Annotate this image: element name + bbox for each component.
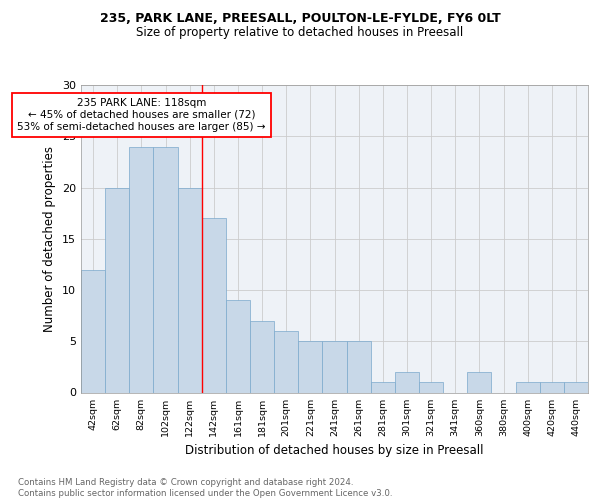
Bar <box>226 300 250 392</box>
Text: 235, PARK LANE, PREESALL, POULTON-LE-FYLDE, FY6 0LT: 235, PARK LANE, PREESALL, POULTON-LE-FYL… <box>100 12 500 24</box>
Bar <box>105 188 129 392</box>
Bar <box>564 382 588 392</box>
Bar <box>371 382 395 392</box>
Bar <box>250 321 274 392</box>
Bar <box>154 146 178 392</box>
Bar <box>395 372 419 392</box>
Bar <box>515 382 540 392</box>
X-axis label: Distribution of detached houses by size in Preesall: Distribution of detached houses by size … <box>185 444 484 457</box>
Bar <box>347 341 371 392</box>
Bar <box>178 188 202 392</box>
Bar <box>274 331 298 392</box>
Bar <box>81 270 105 392</box>
Bar <box>298 341 322 392</box>
Bar <box>467 372 491 392</box>
Bar <box>129 146 154 392</box>
Text: Size of property relative to detached houses in Preesall: Size of property relative to detached ho… <box>136 26 464 39</box>
Bar <box>540 382 564 392</box>
Text: 235 PARK LANE: 118sqm
← 45% of detached houses are smaller (72)
53% of semi-deta: 235 PARK LANE: 118sqm ← 45% of detached … <box>17 98 266 132</box>
Text: Contains HM Land Registry data © Crown copyright and database right 2024.
Contai: Contains HM Land Registry data © Crown c… <box>18 478 392 498</box>
Bar <box>202 218 226 392</box>
Bar <box>322 341 347 392</box>
Y-axis label: Number of detached properties: Number of detached properties <box>43 146 56 332</box>
Bar <box>419 382 443 392</box>
